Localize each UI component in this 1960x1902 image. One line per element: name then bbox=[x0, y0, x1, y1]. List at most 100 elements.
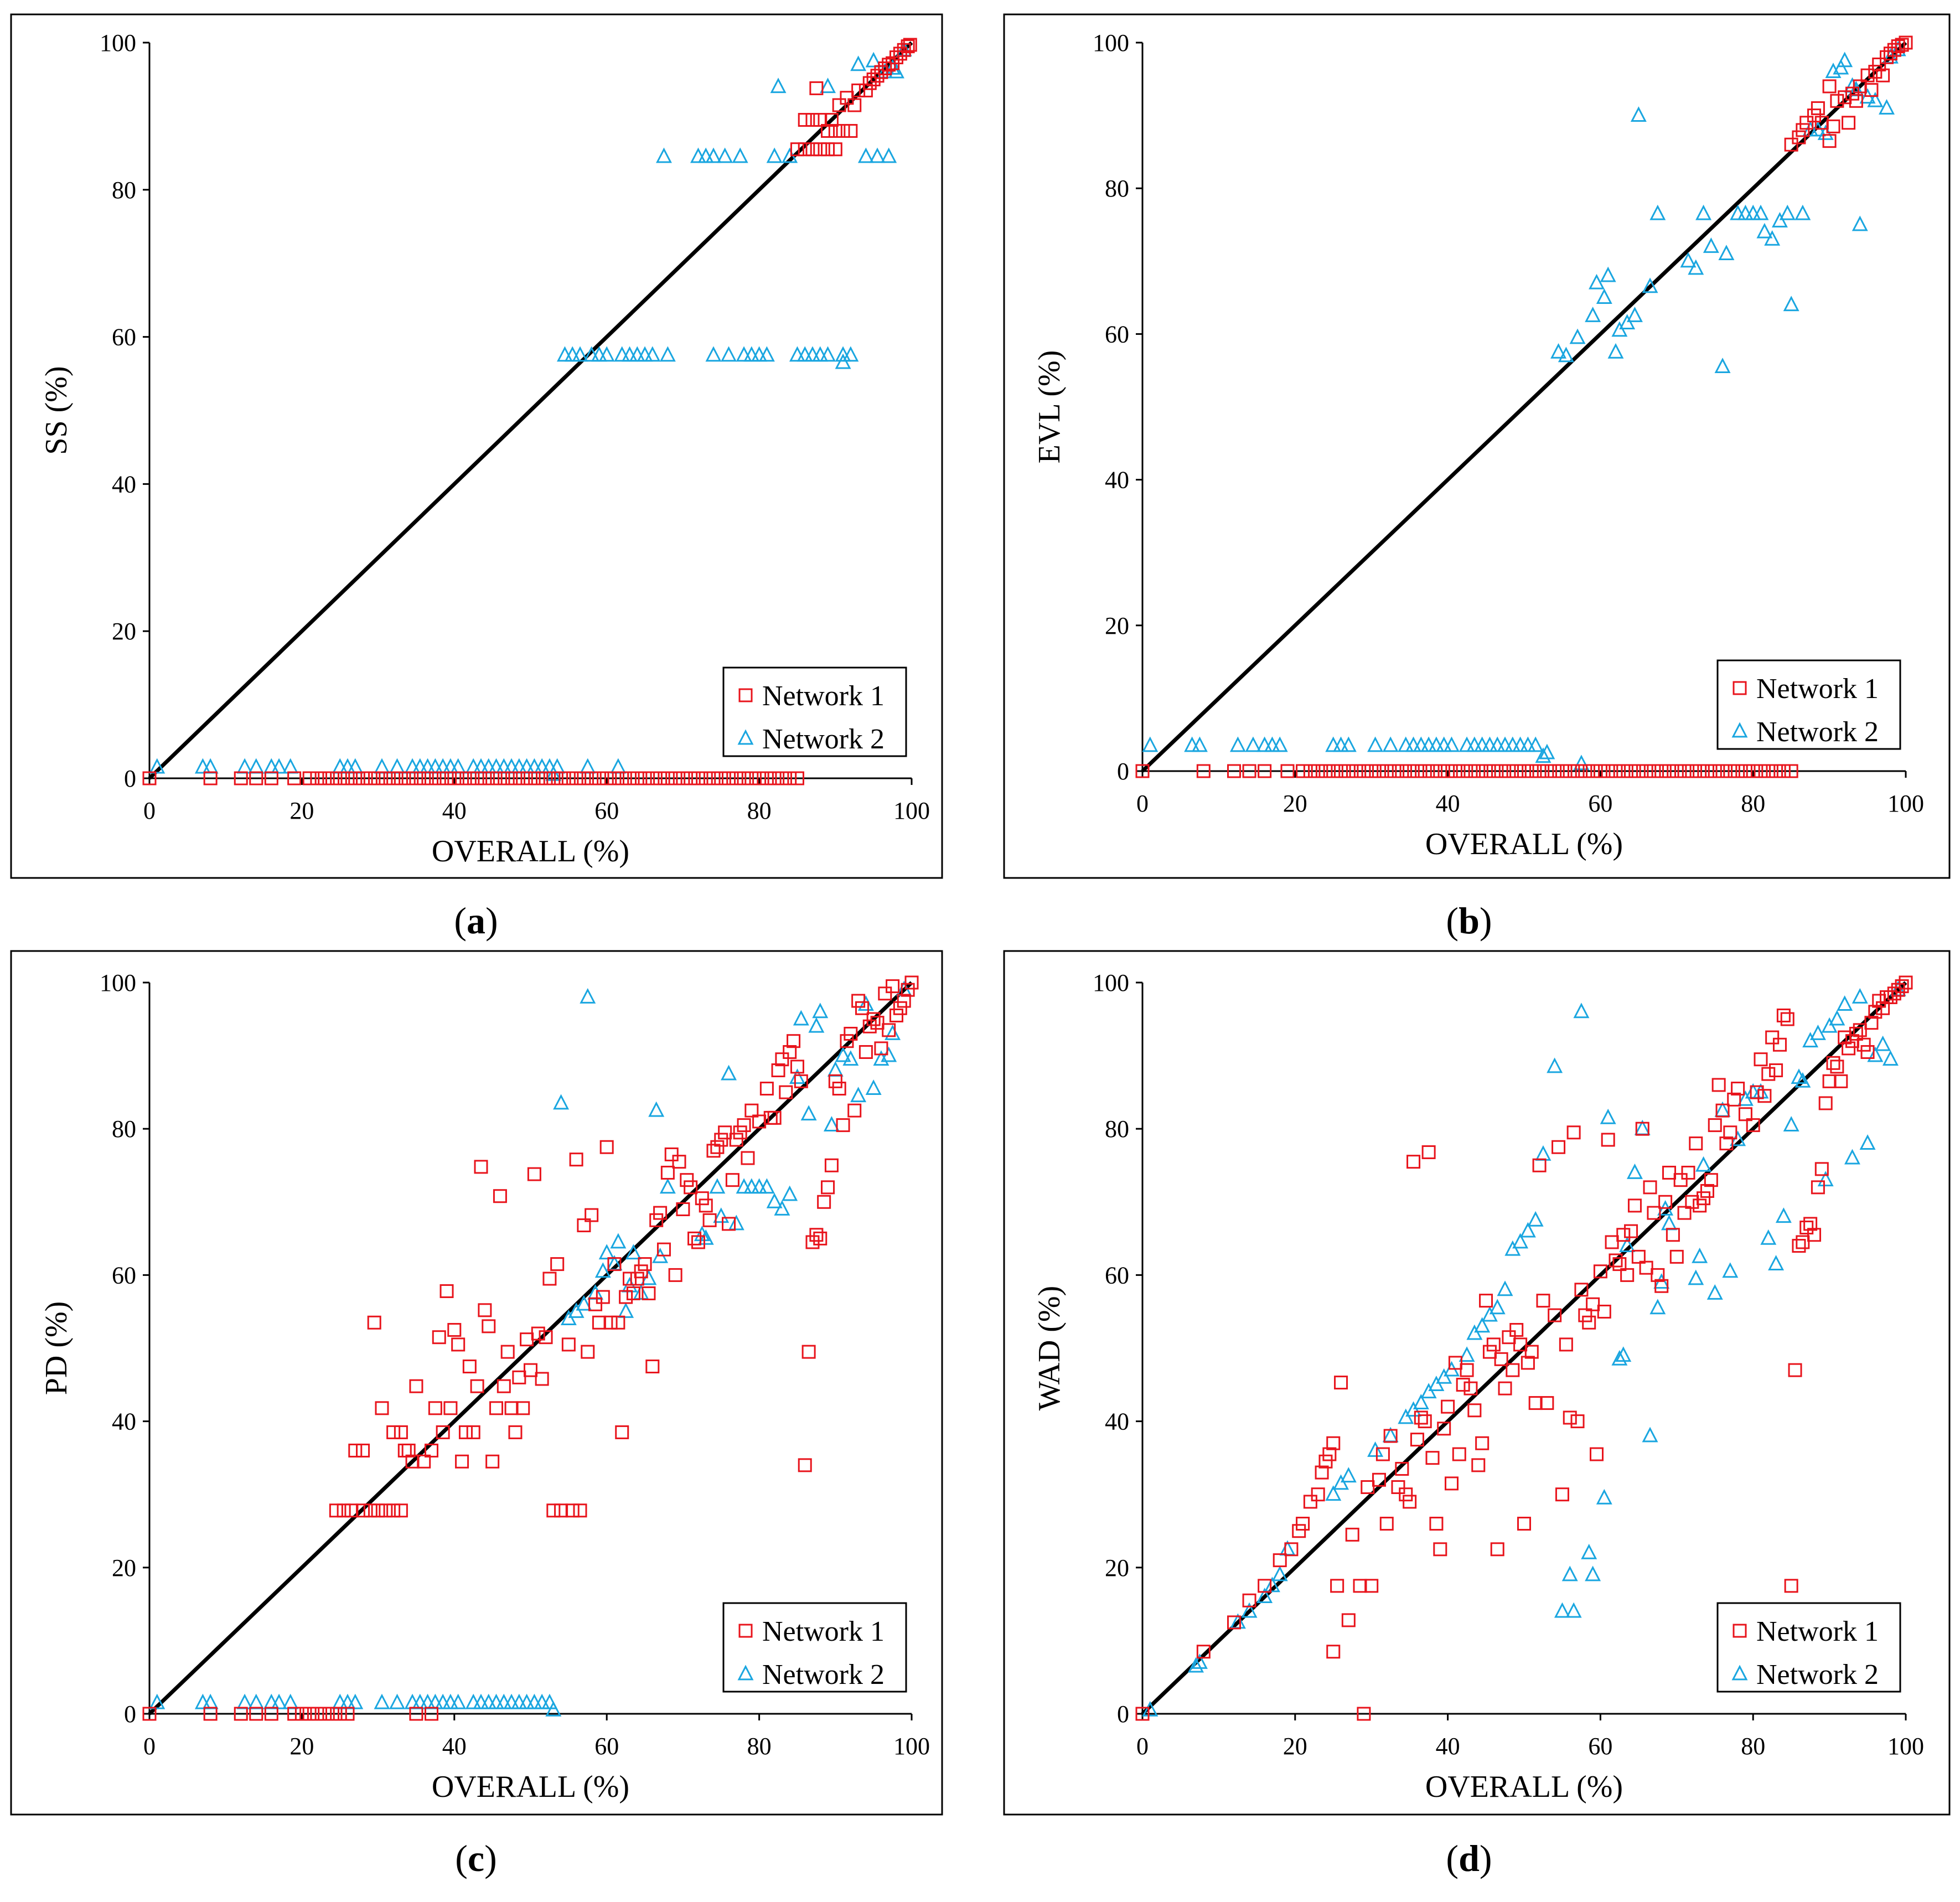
data-point bbox=[797, 346, 813, 362]
data-point bbox=[1891, 39, 1905, 54]
data-point bbox=[718, 1125, 732, 1140]
data-point bbox=[836, 123, 850, 138]
data-point bbox=[442, 1693, 459, 1709]
data-point bbox=[592, 771, 606, 785]
data-point bbox=[1593, 1264, 1607, 1279]
y-tick-label: 60 bbox=[112, 324, 136, 351]
data-point bbox=[1471, 1458, 1486, 1472]
data-point bbox=[859, 1045, 873, 1059]
data-point bbox=[787, 1034, 801, 1048]
data-point bbox=[1357, 1707, 1371, 1721]
data-point bbox=[1398, 1408, 1414, 1424]
legend-label: Network 2 bbox=[1756, 716, 1879, 748]
data-point bbox=[885, 1025, 901, 1040]
data-point bbox=[766, 1192, 783, 1208]
reference-line bbox=[148, 981, 913, 1715]
x-tick-label: 20 bbox=[1283, 790, 1307, 817]
data-point bbox=[1489, 1299, 1506, 1315]
data-point bbox=[878, 61, 892, 76]
data-point bbox=[1868, 65, 1883, 79]
data-point bbox=[1403, 1495, 1417, 1509]
reference-line bbox=[148, 41, 913, 780]
data-point bbox=[1853, 1023, 1867, 1037]
data-point bbox=[1418, 764, 1432, 778]
data-point bbox=[790, 142, 804, 157]
data-point bbox=[531, 771, 545, 785]
data-point bbox=[149, 758, 166, 774]
x-tick-label: 80 bbox=[747, 797, 772, 824]
data-point bbox=[1264, 1577, 1280, 1593]
data-point bbox=[782, 1185, 798, 1201]
data-point bbox=[1191, 736, 1208, 752]
data-point bbox=[630, 1272, 644, 1286]
data-point bbox=[455, 771, 469, 785]
data-point bbox=[462, 771, 477, 785]
data-point bbox=[1796, 123, 1810, 137]
data-point bbox=[1689, 1136, 1703, 1151]
data-point bbox=[851, 994, 866, 1008]
data-point bbox=[1379, 764, 1394, 778]
data-point bbox=[1760, 1229, 1777, 1245]
data-point bbox=[1135, 764, 1150, 778]
data-point bbox=[687, 1231, 702, 1245]
data-point bbox=[1459, 736, 1475, 752]
data-point bbox=[374, 1693, 390, 1709]
chart-panel-a: 0 20 40 60 80 100 0 20 40 60 80 100 OVERALL (%) SS (%… bbox=[10, 13, 943, 942]
data-point bbox=[1540, 764, 1554, 778]
data-point bbox=[813, 142, 828, 157]
data-point bbox=[1490, 1542, 1504, 1557]
data-point bbox=[836, 1118, 850, 1133]
data-point bbox=[842, 1050, 859, 1066]
data-point bbox=[409, 1707, 423, 1721]
data-point bbox=[508, 771, 523, 785]
data-point bbox=[1737, 204, 1754, 220]
data-point bbox=[447, 771, 462, 785]
x-tick-label: 0 bbox=[143, 797, 156, 824]
data-point bbox=[1596, 288, 1612, 304]
data-point bbox=[1519, 736, 1536, 752]
data-point bbox=[779, 1085, 793, 1099]
data-point bbox=[1700, 764, 1714, 778]
data-point bbox=[767, 771, 782, 785]
data-point bbox=[1345, 1527, 1359, 1542]
data-point bbox=[603, 1315, 618, 1330]
data-point bbox=[1387, 764, 1402, 778]
y-axis-title: EVL (%) bbox=[1032, 350, 1067, 464]
data-point bbox=[356, 1503, 370, 1518]
data-point bbox=[1142, 736, 1159, 752]
x-tick-label: 80 bbox=[1741, 1733, 1765, 1760]
data-point bbox=[1340, 1467, 1357, 1483]
data-point bbox=[809, 1228, 824, 1242]
x-tick-label: 60 bbox=[594, 797, 619, 824]
data-point bbox=[1559, 1337, 1573, 1352]
data-point bbox=[737, 771, 751, 785]
data-point bbox=[1539, 743, 1555, 759]
data-point bbox=[775, 1052, 789, 1067]
data-point bbox=[1502, 764, 1516, 778]
data-point bbox=[862, 1019, 877, 1033]
data-point bbox=[1322, 1447, 1337, 1461]
data-point bbox=[820, 346, 836, 362]
data-point bbox=[1256, 1588, 1273, 1604]
data-point bbox=[1703, 237, 1719, 253]
data-point bbox=[744, 1103, 759, 1118]
data-point bbox=[1722, 1262, 1739, 1278]
data-point bbox=[668, 771, 682, 785]
data-point bbox=[576, 1295, 592, 1311]
data-point bbox=[1479, 764, 1493, 778]
legend: Network 1 Network 2 bbox=[1716, 1602, 1901, 1693]
x-axis-title: OVERALL (%) bbox=[1425, 827, 1623, 861]
y-tick-label: 100 bbox=[100, 29, 136, 56]
data-point bbox=[493, 771, 507, 785]
data-point bbox=[1737, 1090, 1754, 1106]
data-point bbox=[1405, 736, 1422, 752]
x-tick-label: 20 bbox=[1283, 1733, 1307, 1760]
data-point bbox=[1536, 1294, 1550, 1308]
data-point bbox=[758, 1178, 775, 1194]
data-point bbox=[249, 1707, 263, 1721]
data-point bbox=[495, 1693, 512, 1709]
data-point bbox=[886, 979, 900, 994]
data-point bbox=[542, 1272, 557, 1286]
data-point bbox=[1609, 764, 1623, 778]
data-point bbox=[1418, 1414, 1432, 1429]
